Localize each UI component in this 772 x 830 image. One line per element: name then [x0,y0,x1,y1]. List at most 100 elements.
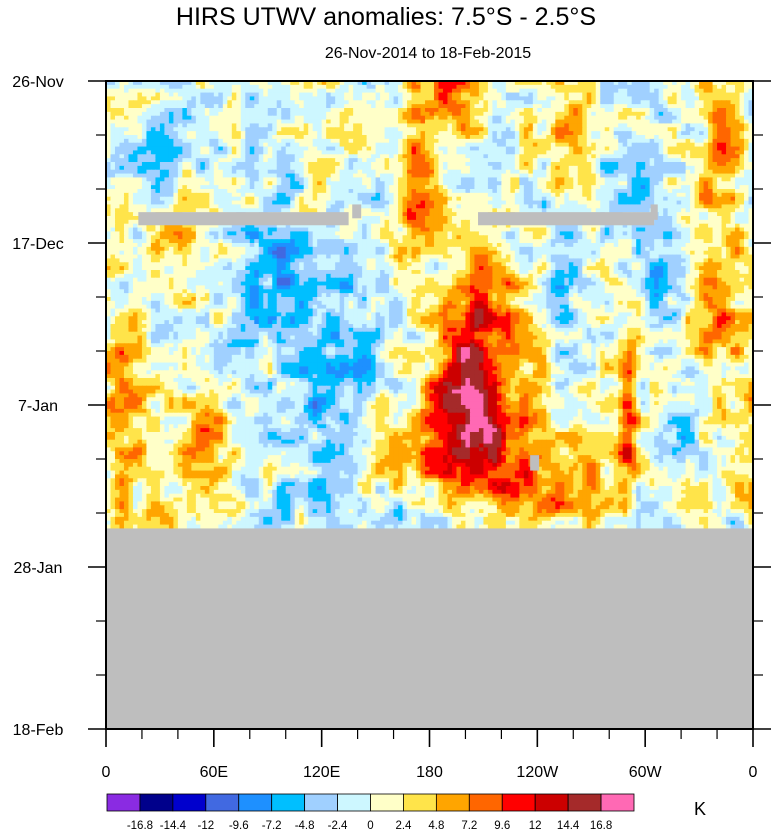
heatmap-cell [159,169,166,175]
heatmap-cell [550,111,556,117]
heatmap-cell [294,158,300,163]
heatmap-cell [326,104,332,109]
heatmap-cell [416,181,422,186]
heatmap-cell [627,100,633,105]
heatmap-cell [573,135,579,140]
heatmap-cell [375,127,381,132]
heatmap-cell [748,142,753,148]
heatmap-cell [573,142,579,148]
heatmap-cell [456,127,462,132]
heatmap-cell [411,131,417,136]
heatmap-cell [672,127,678,132]
heatmap-cell [393,169,399,175]
heatmap-cell [366,185,372,190]
heatmap-cell [739,115,745,121]
heatmap-cell [748,135,753,140]
heatmap-cell [402,181,408,186]
heatmap-cell [290,146,296,152]
heatmap-cell [106,81,112,86]
heatmap-cell [276,84,282,90]
heatmap-cell [465,131,471,136]
heatmap-cell [411,162,417,167]
heatmap-cell [685,158,691,163]
heatmap-cell [159,88,166,94]
heatmap-cell [447,150,453,155]
heatmap-cell [402,165,408,171]
heatmap-cell [191,108,197,113]
heatmap-cell [317,173,323,179]
heatmap-cell [344,115,350,121]
heatmap-cell [177,154,183,159]
heatmap-cell [263,158,269,163]
heatmap-cell [730,185,736,190]
heatmap-cell [380,108,386,113]
heatmap-cell [447,158,453,163]
heatmap-cell [366,104,372,109]
heatmap-cell [191,115,197,121]
heatmap-cell [303,81,309,86]
heatmap-cell [308,162,314,167]
heatmap-cell [294,108,300,113]
heatmap-cell [348,115,354,121]
heatmap-cell [433,158,440,163]
heatmap-cell [240,158,246,163]
heatmap-cell [294,196,300,202]
heatmap-cell [281,119,287,125]
heatmap-cell [249,138,255,144]
heatmap-cell [204,104,210,109]
heatmap-cell [177,111,183,117]
heatmap-cell [640,204,646,209]
heatmap-cell [393,92,399,98]
heatmap-cell [263,204,269,209]
heatmap-cell [622,115,628,121]
heatmap-cell [600,208,606,213]
heatmap-cell [195,108,201,113]
heatmap-cell [182,115,188,121]
heatmap-cell [712,108,718,113]
heatmap-cell [402,84,408,90]
heatmap-cell [182,150,188,155]
heatmap-cell [231,208,237,213]
heatmap-cell [209,104,215,109]
heatmap-cell [730,169,736,175]
heatmap-cell [636,96,642,101]
heatmap-cell [411,212,417,217]
heatmap-cell [595,119,601,125]
heatmap-cell [487,189,493,194]
heatmap-cell [285,158,291,163]
heatmap-cell [654,111,660,117]
heatmap-cell [213,200,219,206]
heatmap-cell [694,181,700,186]
heatmap-cell [353,81,359,86]
heatmap-cell [353,119,359,125]
heatmap-cell [537,162,543,167]
heatmap-cell [380,100,386,105]
heatmap-cell [690,142,696,148]
heatmap-cell [132,115,139,121]
heatmap-cell [155,138,161,144]
heatmap-cell [442,162,449,167]
heatmap-cell [676,169,682,175]
heatmap-cell [483,162,489,167]
heatmap-cell [245,92,251,98]
heatmap-cell [321,104,327,109]
heatmap-cell [425,96,431,101]
heatmap-cell [631,115,637,121]
heatmap-cell [159,208,166,213]
heatmap-cell [568,131,574,136]
heatmap-cell [344,150,350,155]
heatmap-cell [407,142,413,148]
heatmap-cell [294,150,300,155]
heatmap-cell [735,108,741,113]
heatmap-cell [416,212,422,217]
heatmap-cell [460,185,467,190]
heatmap-cell [366,181,372,186]
heatmap-cell [330,88,336,94]
heatmap-cell [739,111,745,117]
heatmap-cell [281,146,287,152]
heatmap-cell [402,131,408,136]
heatmap-cell [645,138,651,144]
heatmap-cell [474,158,480,163]
heatmap-cell [618,200,624,206]
heatmap-cell [537,127,543,132]
